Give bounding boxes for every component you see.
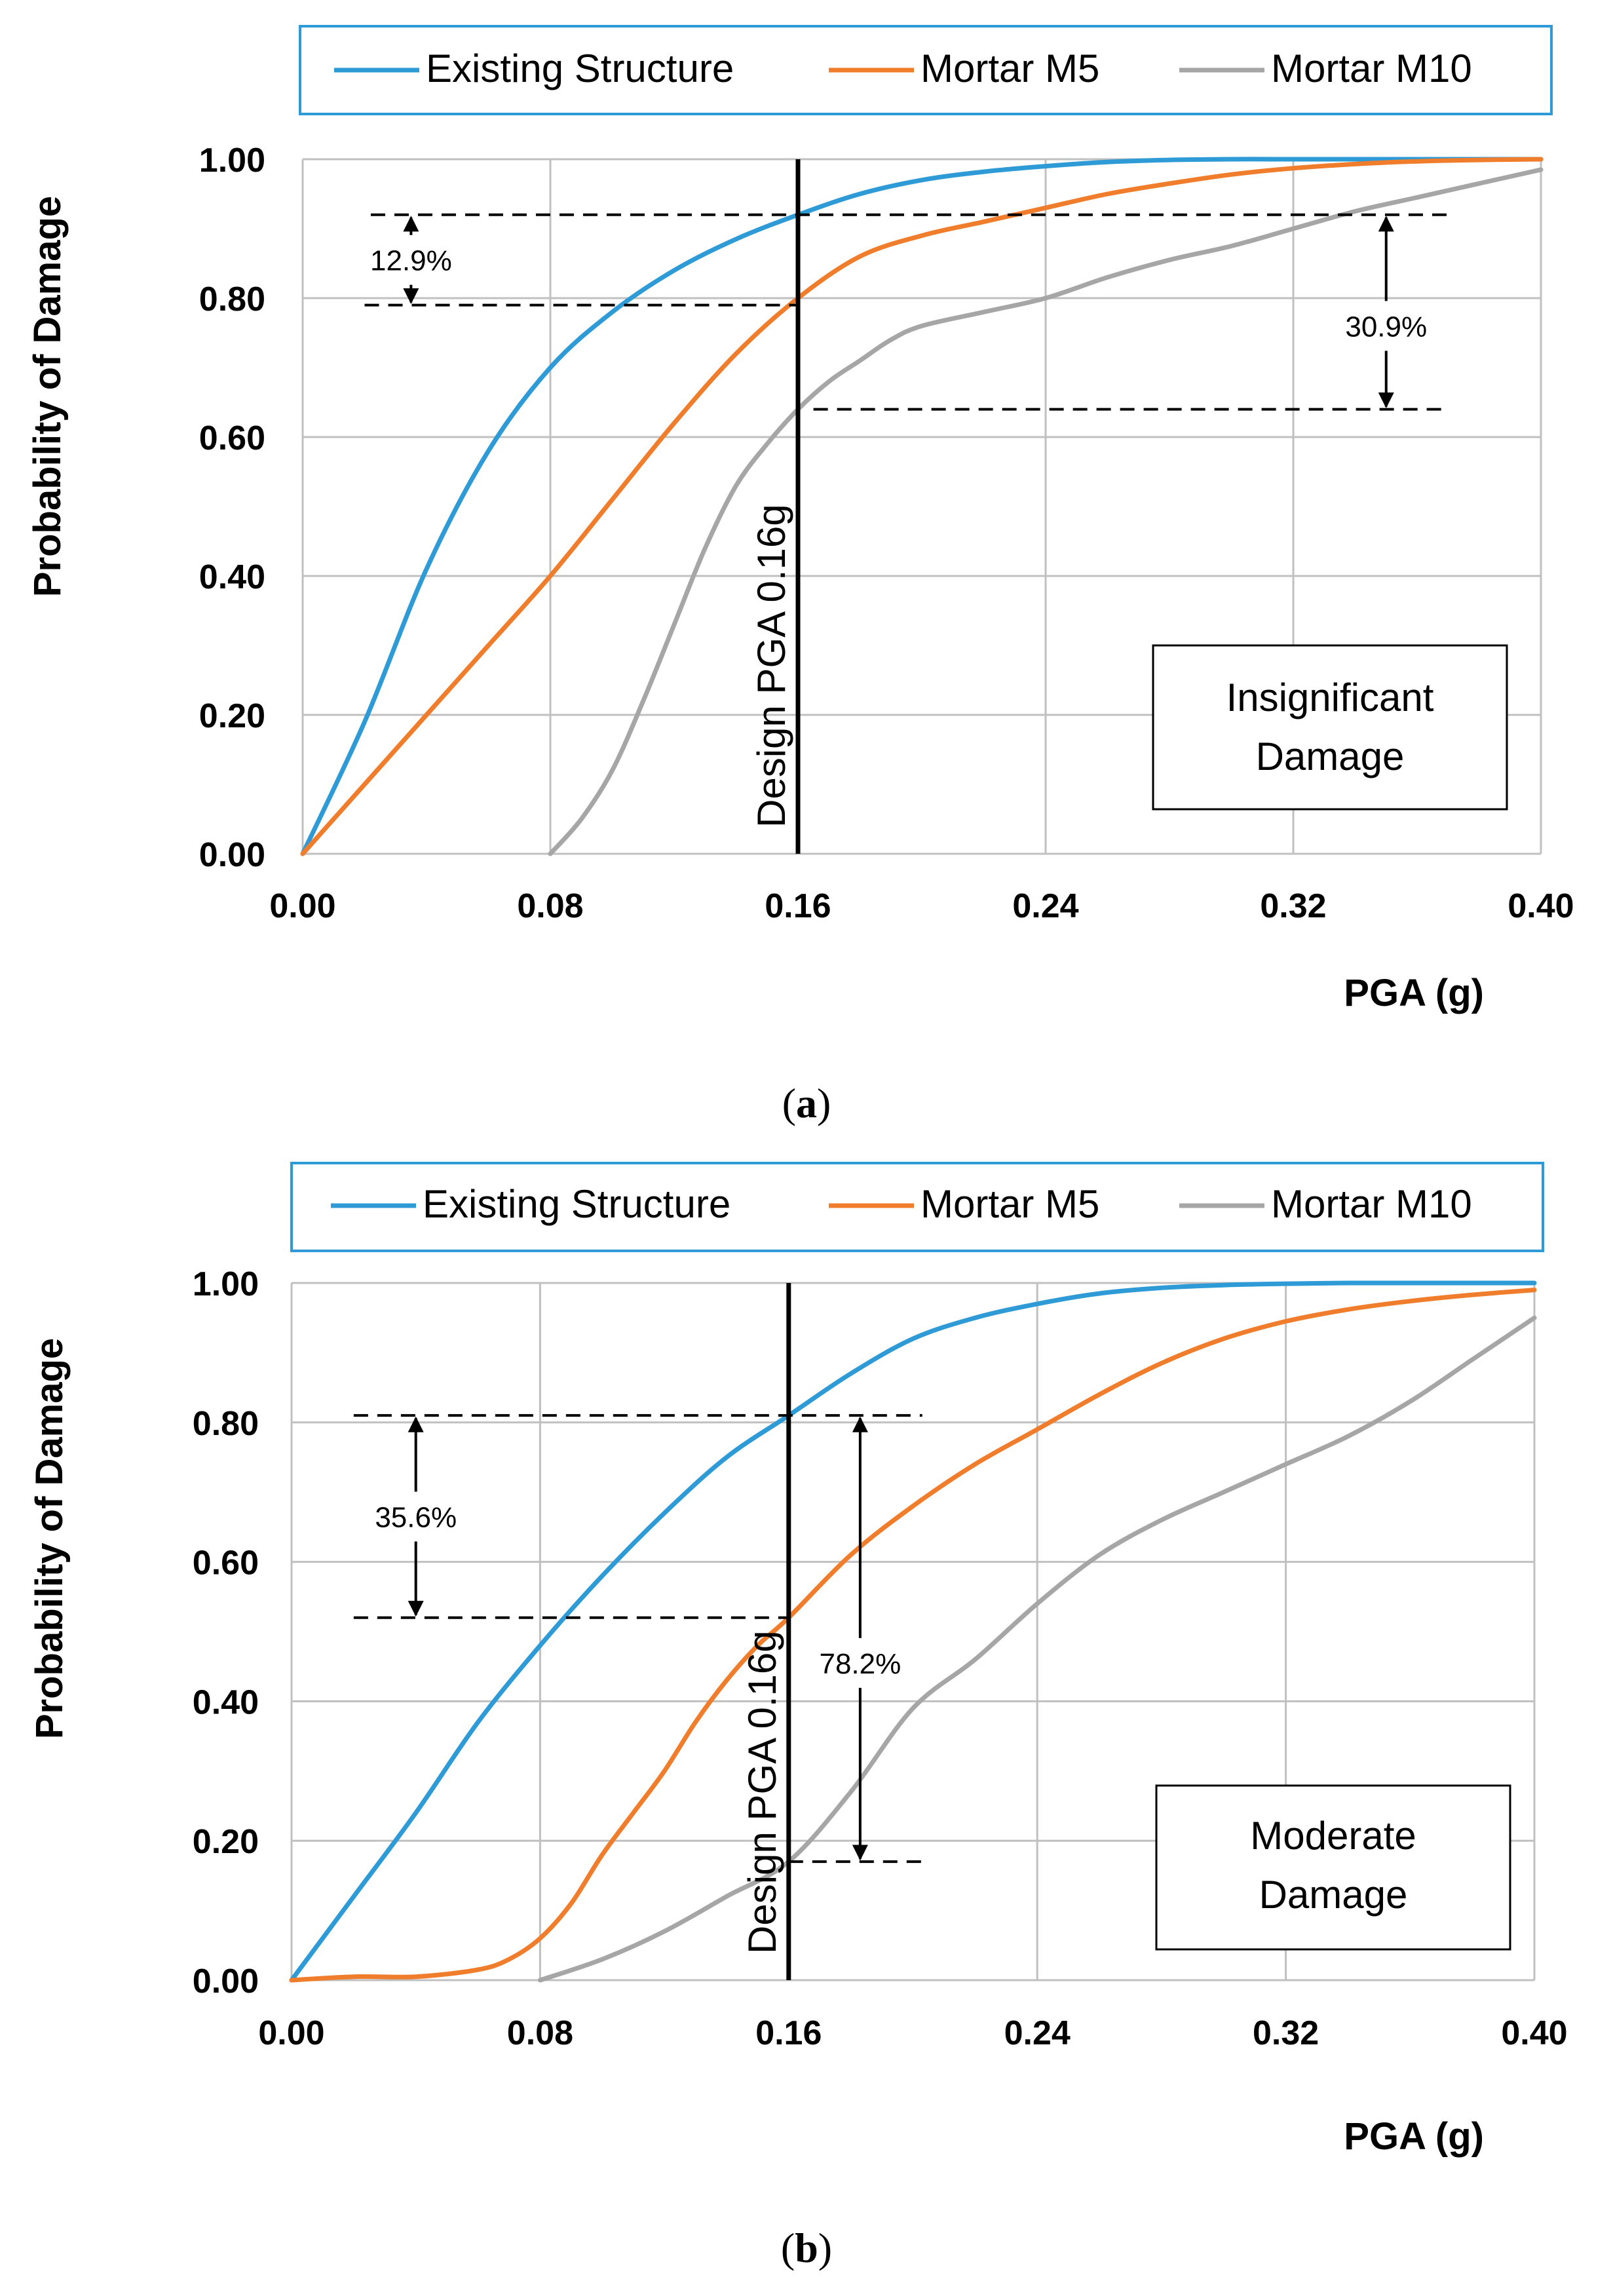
y-tick-label: 0.40 bbox=[193, 1683, 259, 1721]
y-axis-label: Probability of Damage bbox=[26, 196, 69, 597]
x-tick-label: 0.08 bbox=[517, 887, 583, 925]
x-tick-label: 0.16 bbox=[755, 2014, 822, 2052]
x-tick-label: 0.00 bbox=[269, 887, 335, 925]
panel-caption: (a) bbox=[782, 1080, 831, 1126]
x-tick-label: 0.32 bbox=[1260, 887, 1326, 925]
x-tick-label: 0.40 bbox=[1501, 2014, 1567, 2052]
x-axis-label: PGA (g) bbox=[1344, 972, 1484, 1014]
difference-percent-label: 12.9% bbox=[370, 245, 452, 277]
design-pga-label: Design PGA 0.16g bbox=[740, 1630, 784, 1954]
series-line-mortar-m5 bbox=[289, 1288, 1537, 1983]
damage-state-frame bbox=[1155, 1784, 1511, 1951]
x-axis-label: PGA (g) bbox=[1344, 2115, 1484, 2158]
x-tick-labels: 0.00 0.08 0.16 0.24 0.32 0.40 bbox=[269, 887, 1574, 925]
y-tick-label: 0.20 bbox=[199, 697, 265, 735]
design-pga-label: Design PGA 0.16g bbox=[750, 504, 793, 828]
y-tick-label: 0.00 bbox=[193, 1962, 259, 2000]
damage-state-frame bbox=[1152, 644, 1508, 811]
x-tick-labels: 0.00 0.08 0.16 0.24 0.32 0.40 bbox=[258, 2014, 1567, 2052]
difference-percent-label: 35.6% bbox=[375, 1501, 457, 1533]
damage-state-box: Moderate Damage bbox=[1155, 1784, 1511, 1951]
series-line-existing-structure bbox=[289, 1280, 1537, 1983]
y-tick-label: 1.00 bbox=[193, 1265, 259, 1303]
damage-state-line-1: Moderate bbox=[1250, 1814, 1416, 1858]
legend: Existing Structure Mortar M5 Mortar M10 bbox=[290, 1162, 1544, 1252]
y-tick-label: 0.60 bbox=[193, 1544, 259, 1582]
legend-label-m10: Mortar M10 bbox=[1271, 47, 1472, 90]
x-tick-label: 0.00 bbox=[258, 2014, 324, 2052]
legend-label-m10: Mortar M10 bbox=[1271, 1182, 1472, 1226]
y-tick-label: 0.40 bbox=[199, 558, 265, 596]
plot-grid bbox=[301, 158, 1542, 855]
y-tick-labels: 0.00 0.20 0.40 0.60 0.80 1.00 bbox=[199, 142, 265, 874]
difference-percent-label: 78.2% bbox=[819, 1648, 901, 1680]
x-tick-label: 0.16 bbox=[765, 887, 831, 925]
legend-label-existing: Existing Structure bbox=[426, 47, 734, 90]
series-lines bbox=[300, 157, 1544, 856]
difference-percent-label: 30.9% bbox=[1345, 311, 1427, 343]
damage-state-line-1: Insignificant bbox=[1226, 676, 1434, 719]
y-tick-labels: 0.00 0.20 0.40 0.60 0.80 1.00 bbox=[193, 1265, 259, 2000]
damage-state-line-2: Damage bbox=[1259, 1873, 1408, 1917]
series-line-mortar-m5 bbox=[300, 157, 1544, 856]
x-tick-label: 0.40 bbox=[1508, 887, 1574, 925]
chart-panel-a: Existing Structure Mortar M5 Mortar M10 … bbox=[26, 25, 1574, 1126]
y-tick-label: 1.00 bbox=[199, 142, 265, 180]
x-tick-label: 0.24 bbox=[1012, 887, 1078, 925]
legend-label-m5: Mortar M5 bbox=[920, 47, 1099, 90]
legend-label-existing: Existing Structure bbox=[423, 1182, 731, 1226]
series-line-existing-structure bbox=[300, 157, 1544, 856]
design-pga-line: Design PGA 0.16g bbox=[750, 159, 801, 854]
chart-panel-b: Existing Structure Mortar M5 Mortar M10 … bbox=[28, 1162, 1568, 2271]
difference-annotations: 35.6% 78.2% bbox=[353, 1414, 922, 1864]
series-line-mortar-m10 bbox=[548, 167, 1544, 856]
legend-label-m5: Mortar M5 bbox=[920, 1182, 1099, 1226]
x-tick-label: 0.08 bbox=[507, 2014, 573, 2052]
legend: Existing Structure Mortar M5 Mortar M10 bbox=[299, 25, 1553, 115]
y-tick-label: 0.60 bbox=[199, 419, 265, 457]
y-tick-label: 0.80 bbox=[193, 1405, 259, 1443]
x-tick-label: 0.24 bbox=[1004, 2014, 1071, 2052]
x-tick-label: 0.32 bbox=[1253, 2014, 1319, 2052]
legend-box bbox=[290, 1162, 1544, 1252]
difference-annotations: 12.9% 30.9% bbox=[364, 213, 1449, 411]
y-tick-label: 0.20 bbox=[193, 1823, 259, 1861]
y-tick-label: 0.80 bbox=[199, 280, 265, 318]
y-axis-label: Probability of Damage bbox=[28, 1338, 71, 1739]
series-line-mortar-m10 bbox=[537, 1315, 1537, 1983]
series-lines bbox=[289, 1280, 1537, 1983]
legend-box bbox=[299, 25, 1553, 115]
design-pga-line: Design PGA 0.16g bbox=[740, 1283, 791, 1980]
panel-caption: (b) bbox=[781, 2225, 832, 2271]
damage-state-line-2: Damage bbox=[1256, 735, 1405, 778]
y-tick-label: 0.00 bbox=[199, 836, 265, 874]
damage-state-box: Insignificant Damage bbox=[1152, 644, 1508, 811]
